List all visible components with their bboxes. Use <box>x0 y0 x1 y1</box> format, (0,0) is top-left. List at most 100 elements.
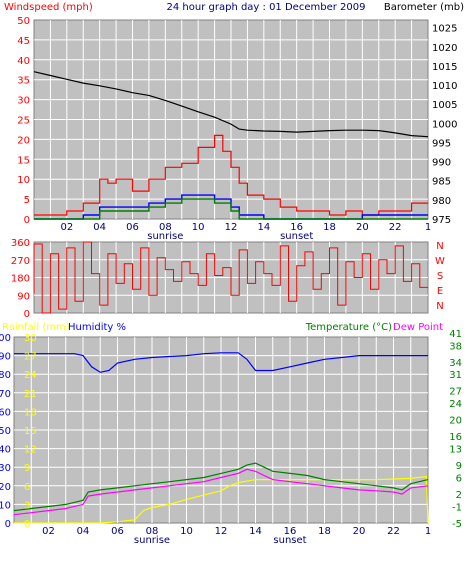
temperature-tick-label: 9 <box>456 461 462 472</box>
windspeed-tick-label: 40 <box>17 56 30 67</box>
climate-x-tick-label: 12 <box>215 526 228 537</box>
wind-x-tick-label: 06 <box>126 222 139 233</box>
dir-label-s: S <box>437 271 443 282</box>
humidity-tick-label: 90 <box>0 352 11 363</box>
tick-labels: 0510152025303540455097598098599099510001… <box>0 16 462 546</box>
temperature-tick-label: 6 <box>456 474 462 485</box>
temperature-axis-label: Temperature (°C) <box>305 322 392 333</box>
humidity-tick-label: 80 <box>0 370 11 381</box>
rainfall-tick-label: 24 <box>24 370 37 381</box>
direction-tick-label: 180 <box>11 274 30 285</box>
humidity-tick-label: 70 <box>0 389 11 400</box>
windspeed-tick-label: 20 <box>17 135 30 146</box>
climate-x-tick-label: 14 <box>249 526 262 537</box>
rainfall-tick-label: 21 <box>24 389 37 400</box>
rainfall-axis-label: Rainfall (mm) <box>2 322 70 333</box>
wind-x-tick-label: 04 <box>93 222 106 233</box>
windspeed-tick-label: 0 <box>24 215 30 226</box>
windspeed-axis-label: Windspeed (mph) <box>4 2 93 13</box>
wind-x-tick-label: 22 <box>389 222 402 233</box>
humidity-tick-label: 0 <box>5 519 11 530</box>
barometer-tick-label: 1020 <box>432 43 457 54</box>
direction-tick-label: 0 <box>24 309 30 320</box>
barometer-tick-label: 995 <box>432 138 451 149</box>
rainfall-tick-label: 6 <box>24 482 30 493</box>
barometer-line <box>33 71 429 138</box>
barometer-axis-label: Barometer (mb) <box>384 2 464 13</box>
windspeed-tick-label: 15 <box>17 155 30 166</box>
wind-x-tick-label: 1 <box>425 222 431 233</box>
windspeed-tick-label: 50 <box>17 16 30 27</box>
barometer-tick-label: 1000 <box>432 119 457 130</box>
temperature-tick-label: 24 <box>449 399 462 410</box>
rainfall-tick-label: 3 <box>24 500 30 511</box>
climate-sun-annotation: sunset <box>273 535 306 546</box>
windspeed-tick-label: 45 <box>17 36 30 47</box>
temperature-tick-label: 41 <box>449 329 462 340</box>
temperature-tick-label: 27 <box>449 387 462 398</box>
climate-x-tick-label: 20 <box>353 526 366 537</box>
series-layer <box>13 71 429 524</box>
windspeed-tick-label: 35 <box>17 76 30 87</box>
dewpoint-axis-label: Dew Point <box>393 322 443 333</box>
temperature-tick-label: 38 <box>449 341 462 352</box>
temperature-tick-label: 34 <box>449 358 462 369</box>
climate-x-tick-label: 16 <box>284 526 297 537</box>
barometer-tick-label: 975 <box>432 215 451 226</box>
rainfall-tick-label: 27 <box>24 352 37 363</box>
barometer-tick-label: 990 <box>432 158 451 169</box>
windspeed-line <box>34 134 428 216</box>
temperature-tick-label: -5 <box>452 519 462 530</box>
humidity-tick-label: 10 <box>0 500 11 511</box>
windspeed-tick-label: 30 <box>17 96 30 107</box>
wind-x-tick-label: 10 <box>192 222 205 233</box>
humidity-tick-label: 100 <box>0 333 11 344</box>
climate-x-tick-label: 18 <box>318 526 331 537</box>
dewpoint-line <box>13 468 429 516</box>
humidity-tick-label: 20 <box>0 482 11 493</box>
wind-x-tick-label: 18 <box>323 222 336 233</box>
rainfall-tick-label: 9 <box>24 463 30 474</box>
climate-x-tick-label: 22 <box>387 526 400 537</box>
wind-x-tick-label: 16 <box>290 222 303 233</box>
windspeed-tick-label: 25 <box>17 116 30 127</box>
direction-tick-label: 90 <box>17 291 30 302</box>
climate-x-tick-label: 04 <box>77 526 90 537</box>
climate-x-tick-label: 10 <box>180 526 193 537</box>
humidity-tick-label: 30 <box>0 463 11 474</box>
temperature-tick-label: -1 <box>452 502 462 513</box>
humidity-line <box>14 352 428 373</box>
barometer-tick-label: 1015 <box>432 62 457 73</box>
rainfall-tick-label: 30 <box>24 333 37 344</box>
rainfall-tick-label: 0 <box>24 519 30 530</box>
wind-x-tick-label: 20 <box>356 222 369 233</box>
dir-label-w: W <box>435 256 445 267</box>
dir-label-e: E <box>437 286 443 297</box>
barometer-tick-label: 980 <box>432 196 451 207</box>
temperature-tick-label: 13 <box>449 445 462 456</box>
wind-sun-annotation: sunrise <box>147 231 183 242</box>
humidity-axis-label: Humidity % <box>68 322 126 333</box>
climate-x-tick-label: 06 <box>111 526 124 537</box>
barometer-tick-label: 1025 <box>432 24 457 35</box>
temperature-tick-label: 20 <box>449 416 462 427</box>
rainfall-line <box>14 475 429 524</box>
wind-x-tick-label: 14 <box>257 222 270 233</box>
wind-sun-annotation: sunset <box>280 231 313 242</box>
wind-green-line <box>34 198 428 220</box>
rainfall-tick-label: 18 <box>24 407 37 418</box>
wind-panel-grid <box>34 20 428 219</box>
climate-sun-annotation: sunrise <box>134 535 170 546</box>
rainfall-tick-label: 15 <box>24 426 37 437</box>
wind-x-tick-label: 12 <box>225 222 238 233</box>
temperature-tick-label: 2 <box>456 490 462 501</box>
direction-tick-label: 360 <box>11 238 30 249</box>
humidity-tick-label: 60 <box>0 407 11 418</box>
barometer-tick-label: 985 <box>432 177 451 188</box>
barometer-tick-label: 1010 <box>432 81 457 92</box>
temperature-tick-label: 31 <box>449 370 462 381</box>
dir-label-n-bottom: N <box>436 301 443 312</box>
graph-title: 24 hour graph day : 01 December 2009 <box>167 2 366 13</box>
wind-x-tick-label: 08 <box>159 222 172 233</box>
